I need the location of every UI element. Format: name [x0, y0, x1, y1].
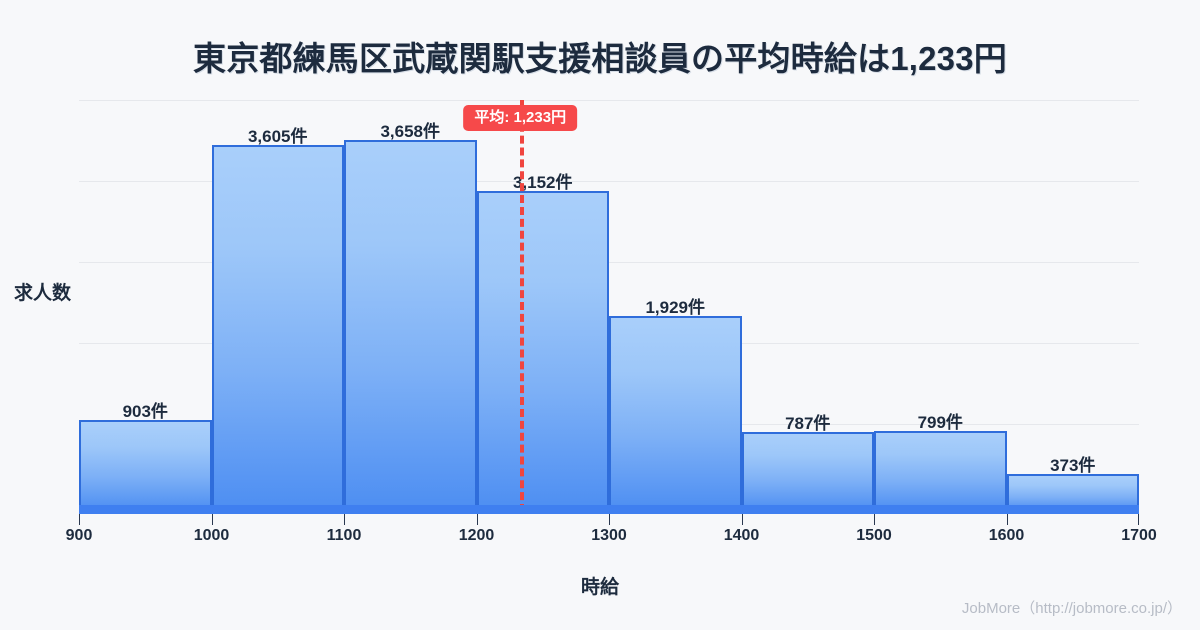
x-axis-tick-label: 1000 — [193, 527, 230, 544]
bar[interactable] — [476, 191, 609, 512]
y-axis-label: 求人数 — [14, 283, 72, 304]
bar-value-label: 903件 — [122, 402, 168, 422]
x-axis-tick-label: 900 — [65, 527, 93, 544]
x-axis-tick-label: 1600 — [988, 527, 1025, 544]
bar-value-label: 799件 — [917, 412, 963, 432]
x-axis-tick-label: 1700 — [1121, 527, 1157, 544]
bar-value-label: 3,658件 — [380, 121, 441, 141]
x-axis-tick — [476, 514, 478, 525]
plot-area: 903件 3,605件 3,658件 3,152件 1,929件 787件 799件 373件 — [79, 100, 1139, 512]
bar-value-label: 787件 — [785, 413, 831, 433]
x-axis-tick — [79, 514, 80, 525]
bar[interactable] — [609, 315, 742, 512]
x-axis-tick — [874, 514, 875, 525]
x-axis-tick — [1006, 514, 1008, 525]
gridline — [79, 100, 1139, 101]
x-axis-tick — [741, 514, 743, 525]
x-axis-tick — [1138, 514, 1139, 525]
x-axis-tick-label: 1100 — [326, 527, 362, 544]
average-badge: 平均: 1,233円 — [463, 105, 578, 132]
x-axis-tick-label: 1300 — [591, 527, 627, 544]
x-axis-tick-label: 1500 — [856, 527, 892, 544]
x-axis-tick — [211, 514, 213, 525]
bar[interactable] — [741, 431, 874, 512]
x-axis-tick-label: 1200 — [458, 527, 495, 544]
gridline — [79, 181, 1139, 182]
footer-credit: JobMore（http://jobmore.co.jp/） — [961, 600, 1182, 617]
x-axis-line: 900 1000 1100 1200 1300 1400 1500 1600 1700 — [66, 505, 1157, 544]
bar[interactable] — [79, 420, 212, 512]
x-axis-tick — [609, 514, 610, 525]
x-axis-tick — [344, 514, 345, 525]
bar-value-label: 3,605件 — [247, 127, 308, 147]
bar-value-label: 373件 — [1050, 456, 1096, 476]
bar[interactable] — [344, 139, 477, 512]
page-title: 東京都練馬区武蔵関駅支援相談員の平均時給は1,233円 — [193, 40, 1007, 77]
bar-value-label: 1,929件 — [645, 297, 706, 317]
gridline — [79, 262, 1139, 263]
average-line — [520, 100, 525, 512]
bar[interactable] — [874, 430, 1007, 512]
bar[interactable] — [211, 145, 344, 512]
x-axis-label: 時給 — [580, 577, 619, 598]
bar-value-label: 3,152件 — [512, 173, 573, 193]
x-axis-tick-label: 1400 — [723, 527, 760, 544]
